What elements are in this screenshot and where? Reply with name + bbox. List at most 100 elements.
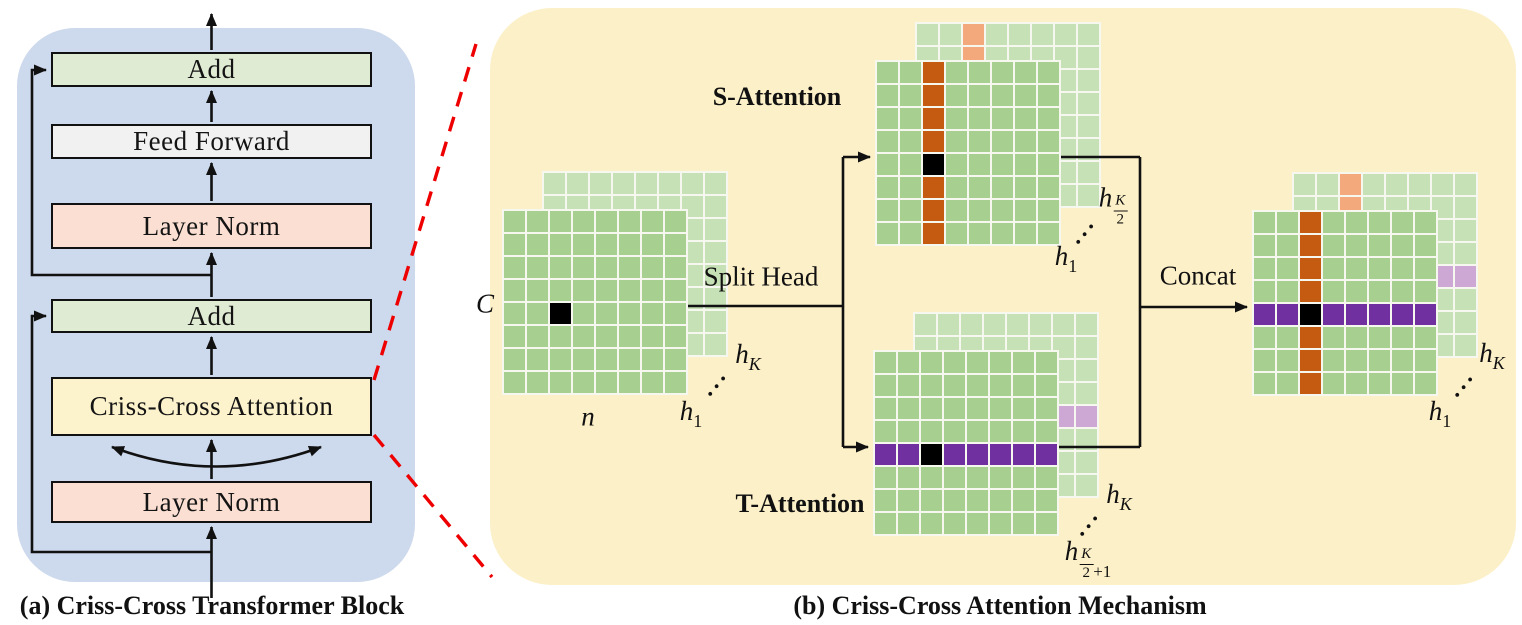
grid-cell: [504, 303, 525, 324]
grid-cell: [1415, 258, 1436, 279]
grid-cell: [527, 234, 548, 255]
grid-cell: [900, 62, 921, 83]
grid-cell: [877, 154, 898, 175]
grid-cell: [1323, 212, 1344, 233]
grid-cell: [967, 490, 988, 511]
grid-cell: [550, 211, 571, 232]
grid-cell: [898, 513, 919, 534]
grid-cell: [900, 108, 921, 129]
subscript-K: K: [748, 354, 761, 374]
grid-cell: [944, 513, 965, 534]
grid-cell: [504, 326, 525, 347]
grid-cell: [1038, 85, 1059, 106]
grid-cell: [1254, 235, 1275, 256]
grid-cell: [1300, 304, 1321, 325]
grid-cell: [1277, 212, 1298, 233]
grid-cell: [527, 211, 548, 232]
grid-cell: [705, 196, 726, 217]
t-attention-tensor-front-grid: [873, 350, 1059, 536]
grid-cell: [1013, 352, 1034, 373]
grid-cell: [1409, 174, 1430, 195]
grid-cell: [1015, 223, 1036, 244]
grid-cell: [1392, 212, 1413, 233]
grid-cell: [1392, 304, 1413, 325]
grid-cell: [1346, 258, 1367, 279]
grid-cell: [921, 398, 942, 419]
grid-cell: [527, 326, 548, 347]
grid-cell: [665, 280, 686, 301]
grid-cell: [990, 467, 1011, 488]
grid-cell: [1369, 373, 1390, 394]
grid-cell: [1455, 289, 1476, 310]
grid-cell: [1392, 258, 1413, 279]
grid-cell: [665, 372, 686, 393]
grid-cell: [992, 223, 1013, 244]
s-head1-label: h1: [1055, 241, 1078, 277]
grid-cell: [1053, 314, 1074, 335]
grid-cell: [1323, 281, 1344, 302]
grid-cell: [990, 398, 1011, 419]
grid-cell: [1055, 24, 1076, 45]
grid-cell: [877, 223, 898, 244]
grid-cell: [619, 326, 640, 347]
grid-cell: [1323, 327, 1344, 348]
grid-cell: [642, 211, 663, 232]
grid-cell: [573, 234, 594, 255]
subscript-1: 1: [1442, 411, 1452, 431]
grid-cell: [1346, 304, 1367, 325]
grid-cell: [1013, 467, 1034, 488]
grid-cell: [1455, 335, 1476, 356]
grid-cell: [619, 257, 640, 278]
h-symbol: h: [679, 396, 694, 426]
grid-cell: [527, 257, 548, 278]
grid-cell: [504, 372, 525, 393]
grid-cell: [961, 314, 982, 335]
grid-cell: [642, 326, 663, 347]
grid-cell: [944, 352, 965, 373]
grid-cell: [504, 234, 525, 255]
grid-cell: [1369, 235, 1390, 256]
grid-cell: [1078, 70, 1099, 91]
grid-cell: [1076, 360, 1097, 381]
grid-cell: [1015, 108, 1036, 129]
subscript-1: 1: [693, 411, 703, 431]
concat-label: Concat: [1159, 260, 1237, 291]
grid-cell: [969, 154, 990, 175]
fraction-numerator: K: [1079, 547, 1094, 565]
grid-cell: [1036, 352, 1057, 373]
grid-cell: [1038, 223, 1059, 244]
grid-cell: [573, 326, 594, 347]
grid-cell: [1317, 174, 1338, 195]
grid-cell: [1323, 373, 1344, 394]
grid-cell: [877, 177, 898, 198]
grid-cell: [1013, 490, 1034, 511]
grid-cell: [990, 421, 1011, 442]
fraction-denominator: 2: [1082, 565, 1090, 581]
grid-cell: [1254, 304, 1275, 325]
grid-cell: [923, 85, 944, 106]
grid-cell: [900, 85, 921, 106]
grid-cell: [1038, 108, 1059, 129]
grid-cell: [923, 131, 944, 152]
token-dim-label: n: [581, 401, 595, 432]
grid-cell: [596, 372, 617, 393]
grid-cell: [1277, 350, 1298, 371]
grid-cell: [1076, 337, 1097, 358]
grid-cell: [1277, 373, 1298, 394]
input-tensor-front-grid: [502, 209, 688, 395]
grid-cell: [990, 375, 1011, 396]
grid-cell: [921, 513, 942, 534]
grid-cell: [1036, 467, 1057, 488]
grid-cell: [1076, 314, 1097, 335]
grid-cell: [1392, 350, 1413, 371]
grid-cell: [1386, 174, 1407, 195]
grid-cell: [1254, 327, 1275, 348]
grid-cell: [1277, 258, 1298, 279]
grid-cell: [921, 352, 942, 373]
grid-cell: [1015, 154, 1036, 175]
grid-cell: [1076, 475, 1097, 496]
grid-cell: [967, 421, 988, 442]
